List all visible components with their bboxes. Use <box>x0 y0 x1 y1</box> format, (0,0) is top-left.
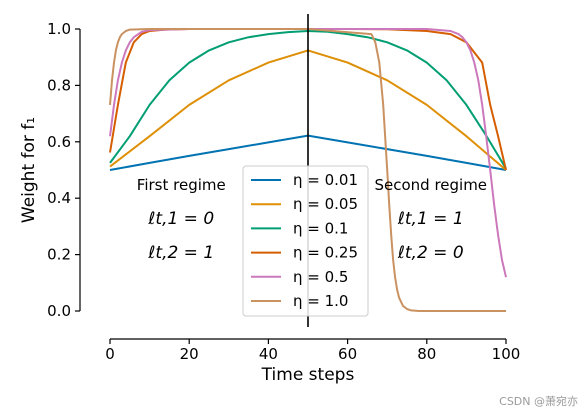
legend-label-0: η = 0.01 <box>293 171 358 189</box>
legend: η = 0.01 η = 0.05 η = 0.1 η = 0.25 η = 0.5 η … <box>242 165 369 317</box>
second-regime-l1: ℓt,1 = 1 <box>397 209 464 229</box>
annotations: First regime ℓt,1 = 0 ℓt,2 = 1 Second regim… <box>137 176 487 263</box>
x-tick-label: 40 <box>259 345 278 363</box>
watermark-text: CSDN @萧宛亦 <box>499 394 578 408</box>
x-axis-label: Time steps <box>261 365 355 385</box>
series-line-5 <box>109 28 506 312</box>
first-regime-title: First regime <box>137 176 226 194</box>
y-tick-label: 0.0 <box>47 302 71 320</box>
legend-label-3: η = 0.25 <box>293 244 358 262</box>
y-tick-label: 0.2 <box>47 246 71 264</box>
y-axis-label: Weight for f₁ <box>19 117 39 223</box>
series-line-4 <box>109 28 507 278</box>
y-tick-label: 0.6 <box>47 133 71 151</box>
x-tick-label: 80 <box>417 345 436 363</box>
axes: 0 20 40 60 80 100 0.0 0.2 0.4 0.6 0.8 1.0 <box>47 20 520 363</box>
legend-label-4: η = 0.5 <box>293 268 348 286</box>
legend-label-2: η = 0.1 <box>293 219 348 237</box>
x-tick-label: 0 <box>105 345 115 363</box>
second-regime-l2: ℓt,2 = 0 <box>397 243 464 263</box>
x-tick-label: 60 <box>338 345 357 363</box>
x-tick-label: 20 <box>180 345 199 363</box>
legend-label-1: η = 0.05 <box>293 195 358 213</box>
y-tick-label: 1.0 <box>47 20 71 38</box>
y-tick-label: 0.8 <box>47 76 71 94</box>
second-regime-title: Second regime <box>374 176 487 194</box>
first-regime-l2: ℓt,2 = 1 <box>147 243 214 263</box>
first-regime-l1: ℓt,1 = 0 <box>147 209 214 229</box>
legend-label-5: η = 1.0 <box>293 292 348 310</box>
x-tick-label: 100 <box>492 345 521 363</box>
y-tick-label: 0.4 <box>47 189 71 207</box>
